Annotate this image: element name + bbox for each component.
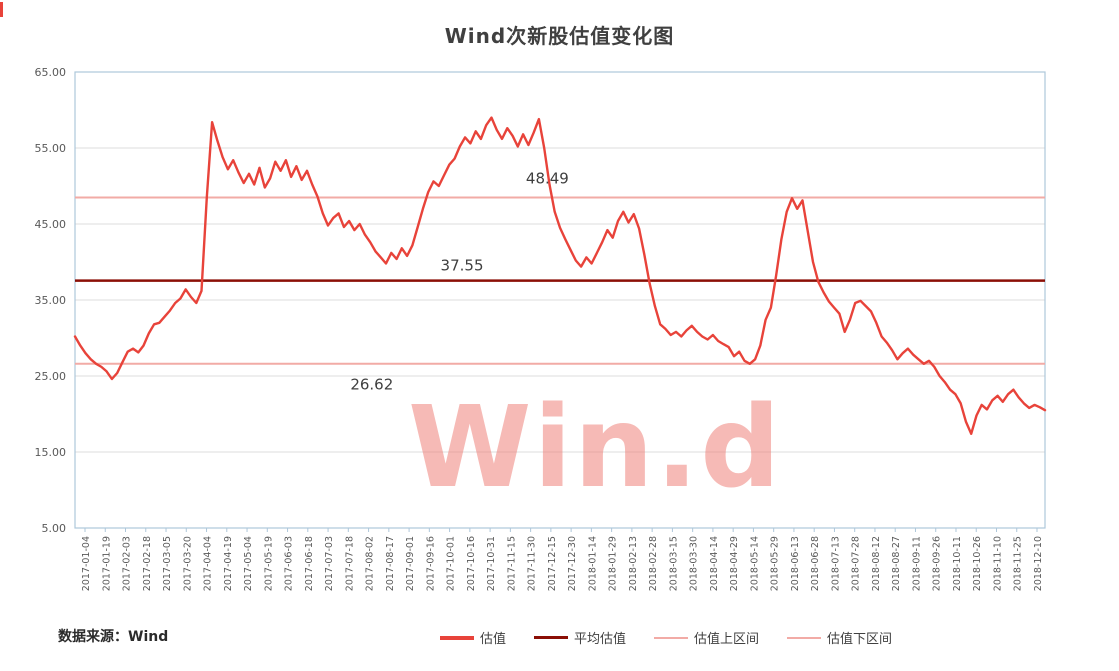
annotation-label: 37.55 — [441, 257, 484, 275]
x-axis-tick-label: 2017-04-04 — [203, 536, 214, 591]
x-axis-tick-label: 2017-02-03 — [122, 536, 133, 591]
x-axis-tick-label: 2017-10-01 — [446, 536, 457, 591]
legend-item-估值上区间: 估值上区间 — [654, 628, 759, 647]
x-axis-tick-label: 2018-11-10 — [992, 536, 1003, 591]
x-axis-tick-label: 2017-04-19 — [223, 536, 234, 591]
x-axis-tick-label: 2017-08-17 — [385, 536, 396, 591]
y-axis-tick-label: 65.00 — [35, 66, 67, 79]
x-axis-tick-label: 2017-06-18 — [304, 536, 315, 591]
valuation-line — [73, 116, 1047, 435]
legend-label: 平均估值 — [574, 632, 627, 647]
legend-label: 估值 — [480, 632, 507, 647]
x-axis-tick-label: 2017-10-16 — [466, 536, 477, 591]
edge-artifact — [0, 2, 3, 17]
x-axis-tick-label: 2017-03-20 — [182, 536, 193, 591]
legend-swatch — [440, 635, 474, 640]
x-axis-tick-label: 2017-12-15 — [547, 536, 558, 591]
x-axis-tick-label: 2018-11-25 — [1013, 536, 1024, 591]
x-axis-tick-label: 2018-03-30 — [689, 536, 700, 591]
chart-title: Wind次新股估值变化图 — [444, 24, 675, 48]
legend-item-估值下区间: 估值下区间 — [787, 628, 892, 647]
x-axis-tick-label: 2017-07-18 — [344, 536, 355, 591]
x-axis-tick-label: 2018-06-13 — [790, 536, 801, 591]
y-axis-tick-label: 25.00 — [35, 370, 67, 383]
data-source: 数据来源：Wind — [58, 629, 169, 645]
legend-item-平均估值: 平均估值 — [534, 628, 626, 647]
annotation-label: 48.49 — [526, 169, 569, 187]
legend-swatch — [654, 636, 689, 639]
legend-swatch — [534, 636, 569, 639]
x-axis-tick-label: 2017-02-18 — [142, 536, 153, 591]
plot-border — [74, 71, 1046, 529]
x-axis-tick-label: 2018-02-13 — [628, 536, 639, 591]
x-axis-tick-label: 2017-06-03 — [284, 536, 295, 591]
x-axis-tick-label: 2017-08-02 — [365, 536, 376, 591]
x-axis-tick-label: 2018-05-14 — [749, 536, 760, 591]
legend-label: 估值下区间 — [827, 632, 893, 647]
plot-area: 65.00 55.00 45.00 35.00 25.00 15.00 5.00 2017-0… — [35, 66, 1047, 591]
x-axis-tick-label: 2018-07-28 — [851, 536, 862, 591]
x-axis-tick-label: 2018-09-26 — [932, 536, 943, 591]
x-axis-tick-label: 2018-04-14 — [709, 536, 720, 591]
x-axis-tick-label: 2018-06-28 — [810, 536, 821, 591]
x-axis-tick-label: 2017-05-19 — [263, 536, 274, 591]
x-axis-tick-label: 2018-04-29 — [729, 536, 740, 591]
x-axis-tick-label: 2018-08-27 — [891, 536, 902, 591]
x-axis-tick-label: 2018-10-26 — [972, 536, 983, 591]
y-axis-tick-label: 15.00 — [35, 446, 67, 459]
x-axis-tick-label: 2017-10-31 — [486, 536, 497, 591]
x-axis-tick-label: 2017-07-03 — [324, 536, 335, 591]
x-axis-tick-label: 2017-01-19 — [101, 536, 112, 591]
y-axis-tick-label: 55.00 — [35, 142, 67, 155]
x-axis-tick-label: 2018-01-29 — [608, 536, 619, 591]
x-axis-tick-label: 2017-09-16 — [425, 536, 436, 591]
legend-swatch — [787, 636, 822, 639]
x-axis-tick-label: 2017-11-30 — [527, 536, 538, 591]
x-axis-tick-label: 2017-05-04 — [243, 536, 254, 591]
y-axis-tick-label: 35.00 — [35, 294, 67, 307]
x-axis-tick-label: 2018-02-28 — [648, 536, 659, 591]
x-axis-tick-label: 2018-03-15 — [668, 536, 679, 591]
x-axis-tick-label: 2017-11-15 — [506, 536, 517, 591]
x-axis-tick-label: 2017-12-30 — [567, 536, 578, 591]
chart-footer: 数据来源：Wind 估值 平均估值 估值上区间 估值下区间 — [0, 618, 1119, 662]
legend-label: 估值上区间 — [694, 632, 760, 647]
x-axis-tick-label: 2017-03-05 — [162, 536, 173, 591]
x-axis-tick-label: 2018-01-14 — [587, 536, 598, 591]
y-axis-tick-label: 5.00 — [42, 522, 67, 535]
y-axis-tick-label: 45.00 — [35, 218, 67, 231]
x-axis-tick-label: 2018-08-12 — [871, 536, 882, 591]
x-axis-tick-label: 2017-09-01 — [405, 536, 416, 591]
x-axis-tick-label: 2018-07-13 — [830, 536, 841, 591]
annotation-label: 26.62 — [350, 376, 393, 394]
legend-item-估值: 估值 — [440, 628, 506, 647]
x-axis-tick-label: 2018-12-10 — [1033, 536, 1044, 591]
legend: 估值 平均估值 估值上区间 估值下区间 — [440, 628, 892, 647]
x-axis-tick-label: 2018-10-11 — [952, 536, 963, 591]
x-axis-tick-label: 2018-05-29 — [770, 536, 781, 591]
x-axis-tick-label: 2017-01-04 — [81, 536, 92, 591]
x-axis-tick-label: 2018-09-11 — [911, 536, 922, 591]
